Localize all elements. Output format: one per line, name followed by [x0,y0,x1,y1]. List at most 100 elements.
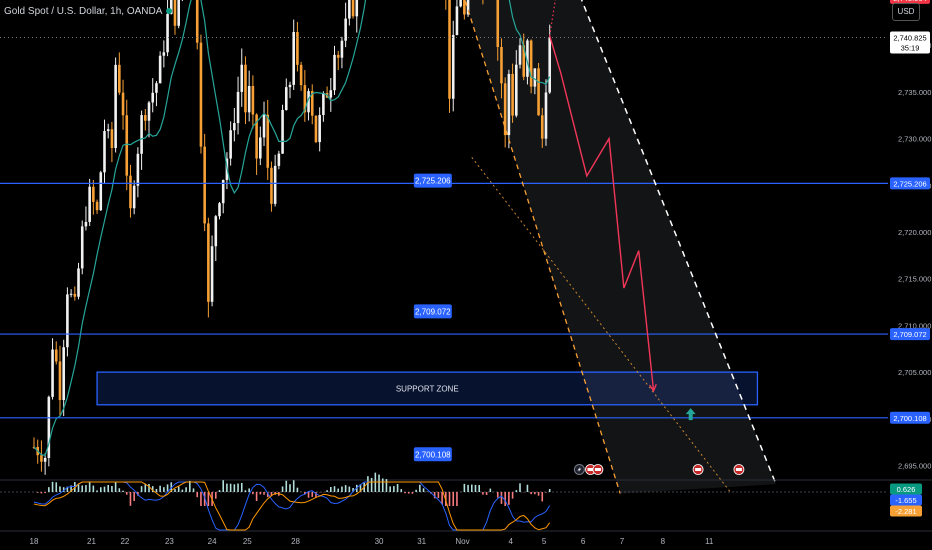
candle-body [147,102,151,121]
candle-body [336,54,340,58]
symbol-title-text: Gold Spot / U.S. Dollar, 1h, OANDA [4,6,163,17]
price-tick-label: 2,715.000 [898,275,931,284]
candle-body [47,396,51,458]
candle-body [507,73,511,136]
candle-body [236,91,240,124]
indicator-value-tag [890,505,922,517]
candle-body [262,114,266,138]
candle-body [121,92,125,116]
flag-stripe [695,468,702,471]
candle-body [132,185,136,209]
candle-body [69,293,73,295]
indicator-value-tag [890,483,922,495]
current-price-tag [890,31,930,54]
time-tick-label: 21 [87,537,96,546]
flag-icon [592,464,604,475]
price-axis: 2,695.0002,700.0002,705.0002,710.0002,71… [888,0,932,480]
candle-body [240,64,244,92]
candle-body [515,64,518,116]
candle-body [144,115,147,121]
price-level-value: 2,745.064 [893,0,926,3]
candle-body [307,91,310,113]
candle-body [207,223,210,302]
candle-body [340,40,344,58]
flag-stripe [735,468,742,471]
lightning-bolt [577,466,582,473]
time-tick-label: 25 [243,537,252,546]
candle-body [448,0,451,99]
candle-body [511,73,514,116]
zone-label: SUPPORT ZONE [396,384,459,393]
candle-body [299,64,303,86]
time-tick-label: 31 [417,537,426,546]
candle-body [203,146,206,224]
candle-body [136,153,140,186]
candle-body [210,246,214,302]
time-tick-label: 6 [581,537,586,546]
price-tick-label: 2,695.000 [898,462,931,471]
candle-body [284,87,288,111]
time-tick-label: 5 [542,537,547,546]
price-annotation: 2,725.206 [413,173,452,188]
channel-upper-line [580,0,777,485]
candle-body [58,361,62,401]
candle-body [195,0,199,43]
candle-body [322,93,325,115]
candle-body [526,40,529,77]
market-open-icon [166,8,173,15]
candle-body [173,0,177,26]
time-tick-label: 11 [705,537,714,546]
candle-body [500,46,503,84]
candle-body [88,186,91,222]
candle-body [533,68,537,87]
time-tick-label: Nov [455,537,469,546]
candle-body [80,226,84,269]
candle-body [303,85,307,113]
time-tick-label: 30 [375,537,384,546]
candle-body [455,6,459,36]
candle-body [118,64,121,93]
candle-body [129,175,132,209]
time-tick-label: 23 [165,537,174,546]
bearish-projection-path [549,35,655,391]
candle-body [270,167,273,204]
candle-body [355,0,359,17]
candle-body [51,349,54,397]
candle-body [351,0,355,17]
candle-body [177,0,180,26]
indicator-pane: 0.626 -1.655 -2.281 [0,472,932,531]
candle-body [544,92,548,139]
candle-body [251,85,255,115]
candle-body [537,68,540,116]
annotation-text: 2,700.108 [415,450,451,459]
candle-body [54,349,58,362]
flag-stripe [587,468,594,471]
flag-stripe [594,468,601,471]
candle-body [548,37,551,93]
flag-icon [733,464,745,475]
price-level-value: 2,725.206 [893,179,926,188]
time-tick-label: 18 [30,537,39,546]
candle-body [103,131,106,173]
currency-label: USD [897,7,915,16]
candle-body [314,115,318,143]
candle-body [292,32,295,85]
candle-body [199,42,203,147]
countdown-value: 35:19 [901,43,920,52]
time-tick-label: 4 [509,537,514,546]
candle-body [77,268,80,297]
currency-button[interactable]: USD [892,3,920,21]
channel-lower-line [464,0,621,494]
price-annotation: 2,700.108 [413,447,452,462]
candle-body [329,90,333,98]
candle-body [140,115,143,154]
price-level-tag [890,177,930,190]
candle-body [166,13,169,53]
candle-body [73,293,77,297]
price-tick-label: 2,720.000 [898,228,931,237]
candle-body [169,0,173,14]
candle-body [62,347,65,401]
candle-body [221,179,225,204]
support-zone: SUPPORT ZONE [96,371,759,406]
